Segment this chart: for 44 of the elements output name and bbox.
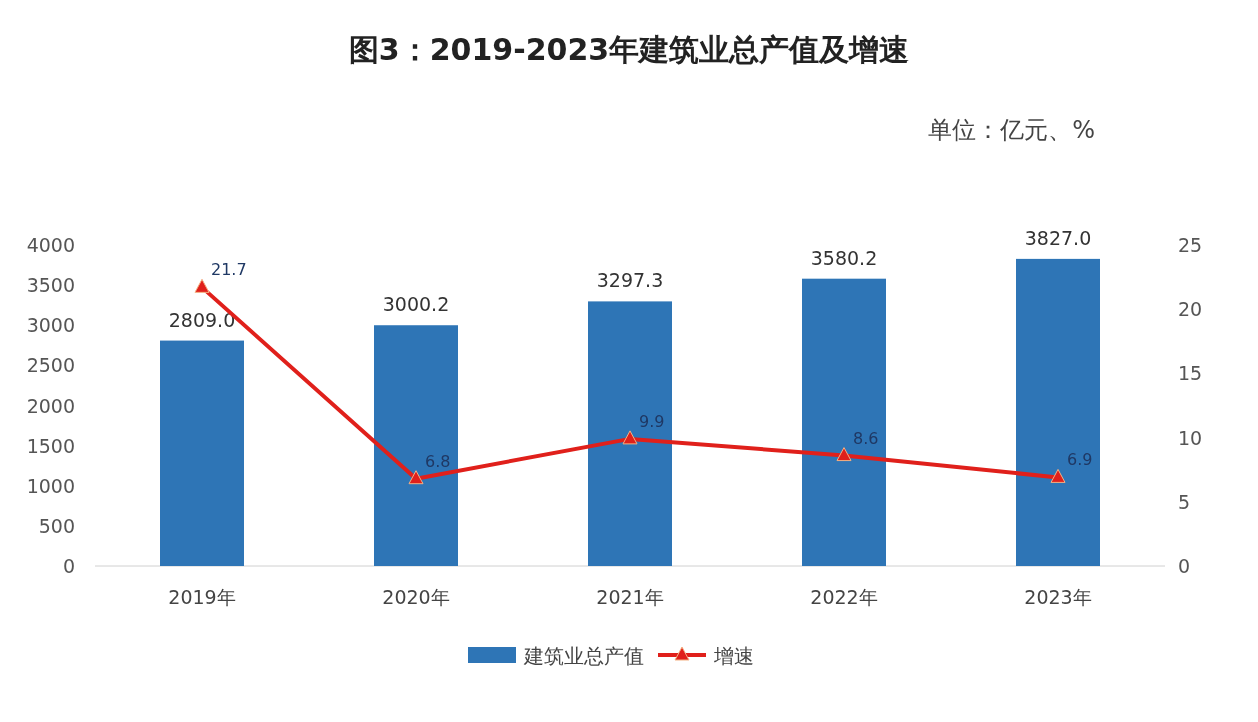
legend-label: 建筑业总产值 <box>523 644 644 668</box>
bar <box>160 340 244 566</box>
x-tick-label: 2019年 <box>168 586 236 608</box>
x-tick-label: 2022年 <box>810 586 878 608</box>
x-tick-label: 2021年 <box>596 586 664 608</box>
y-tick-label: 4000 <box>26 234 75 256</box>
data-label: 3000.2 <box>382 293 450 316</box>
y-tick-label: 500 <box>38 514 75 537</box>
y-tick-label: 2500 <box>26 354 75 377</box>
y-tick-label: 1500 <box>26 434 75 457</box>
legend-label: 增速 <box>713 644 754 668</box>
x-tick-label: 2020年 <box>382 586 450 608</box>
x-tick-label: 2023年 <box>1024 586 1092 608</box>
bar <box>1016 258 1100 566</box>
point <box>1050 468 1066 483</box>
y2-tick-label: 10 <box>1178 426 1203 449</box>
y-tick-label: 1000 <box>26 474 75 497</box>
y2-tick-label: 25 <box>1178 234 1203 256</box>
text: 单位：亿元、% <box>928 116 1095 144</box>
data-label: 3827.0 <box>1024 226 1092 249</box>
point <box>836 447 852 462</box>
data-label: 9.9 <box>639 411 665 431</box>
y-tick-label: 3000 <box>26 314 75 337</box>
y2-tick-label: 20 <box>1178 298 1203 321</box>
chart-title: 图3：2019-2023年建筑业总产值及增速 <box>348 32 910 67</box>
bar <box>802 278 886 566</box>
y-tick-label: 2000 <box>26 394 75 417</box>
y-tick-label: 3500 <box>26 274 75 297</box>
point <box>408 470 424 485</box>
bar <box>588 301 672 566</box>
y-tick-label: 0 <box>62 555 75 577</box>
data-label: 6.8 <box>425 451 451 471</box>
y2-tick-label: 0 <box>1178 555 1191 577</box>
data-label: 2809.0 <box>168 308 236 331</box>
bar <box>374 325 458 566</box>
data-label: 6.9 <box>1067 450 1093 470</box>
data-label: 21.7 <box>211 260 247 280</box>
point <box>622 430 638 445</box>
data-label: 8.6 <box>853 428 879 448</box>
y2-tick-label: 15 <box>1178 362 1203 385</box>
data-label: 3580.2 <box>810 246 878 269</box>
y2-tick-label: 5 <box>1178 490 1191 513</box>
point <box>194 278 210 293</box>
data-label: 3297.3 <box>596 269 664 292</box>
